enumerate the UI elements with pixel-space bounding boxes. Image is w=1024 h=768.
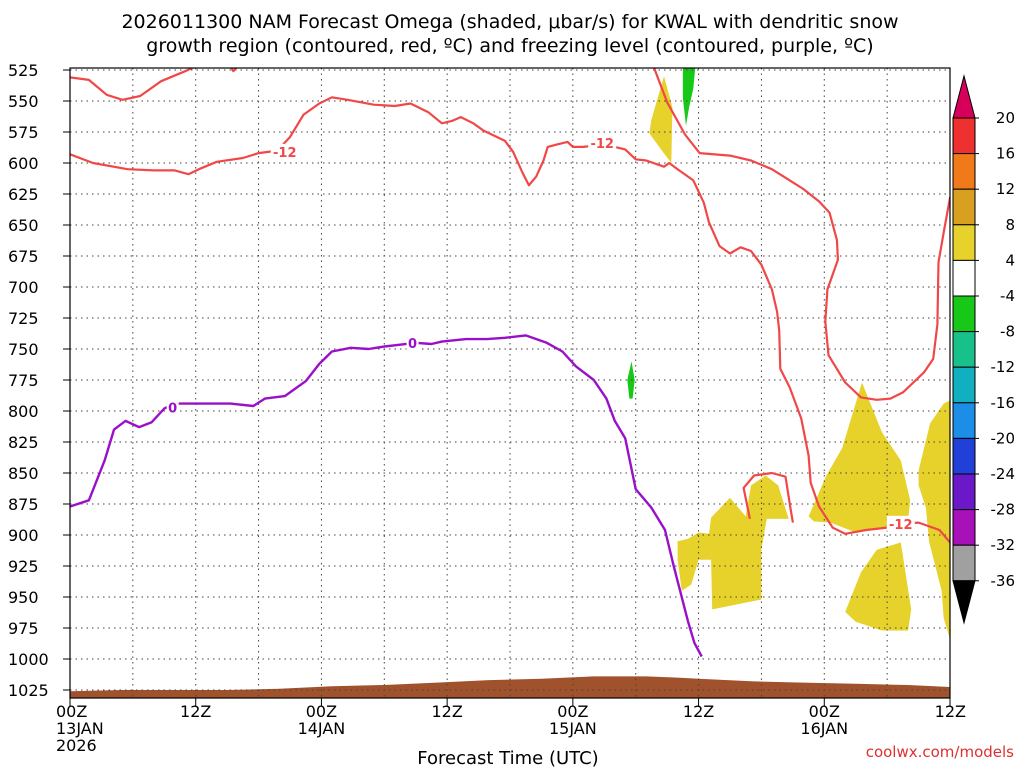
y-tick-label-850: 850 bbox=[8, 464, 39, 483]
x-tick-label: 00Z bbox=[306, 702, 337, 721]
omega-positive-area-4 bbox=[845, 542, 912, 631]
omega-positive-area-2 bbox=[677, 475, 789, 610]
x-tick-label: 14JAN bbox=[298, 719, 346, 738]
colorbar-box-8 bbox=[952, 366, 976, 404]
dgz-contour-top-blip bbox=[230, 68, 238, 73]
y-tick-label-725: 725 bbox=[8, 309, 39, 328]
dgz-contour-label-3: -12 bbox=[889, 518, 913, 533]
omega-shading-layer bbox=[627, 68, 950, 640]
colorbar-label--12: -12 bbox=[991, 358, 1016, 376]
colorbar-box-5 bbox=[952, 259, 976, 297]
x-tick-label: 2026 bbox=[56, 736, 97, 755]
colorbar-box-10 bbox=[952, 437, 976, 475]
x-tick-label: 12Z bbox=[431, 702, 462, 721]
dgz-contour-loop bbox=[652, 68, 950, 401]
x-tick-label: 13JAN bbox=[56, 719, 104, 738]
colorbar-label--32: -32 bbox=[991, 536, 1016, 554]
dgz-contour-upper bbox=[70, 68, 195, 101]
colorbar-label-8: 8 bbox=[1005, 216, 1015, 234]
grid-layer bbox=[70, 68, 950, 698]
y-tick-label-800: 800 bbox=[8, 402, 39, 421]
colorbar-box-7 bbox=[952, 331, 976, 368]
y-tick-label-675: 675 bbox=[8, 247, 39, 266]
colorbar-box-1 bbox=[952, 117, 976, 155]
colorbar-label--8: -8 bbox=[1000, 323, 1015, 341]
colorbar-box-9 bbox=[952, 402, 976, 439]
source-credit: coolwx.com/models bbox=[866, 743, 1014, 761]
dgz-contour-label-2: -12 bbox=[590, 137, 614, 152]
omega-positive-area-3 bbox=[808, 382, 911, 533]
dgz-contour-label-1: -12 bbox=[273, 146, 297, 161]
chart-title-line1: 2026011300 NAM Forecast Omega (shaded, μ… bbox=[121, 11, 898, 33]
x-tick-label: 12Z bbox=[683, 702, 714, 721]
x-tick-label: 15JAN bbox=[549, 719, 597, 738]
dgz-contour-hook bbox=[742, 471, 794, 523]
colorbar-label-16: 16 bbox=[996, 145, 1015, 163]
terrain-fill bbox=[70, 676, 950, 698]
y-tick-label-950: 950 bbox=[8, 588, 39, 607]
colorbar-box-6 bbox=[952, 295, 976, 333]
colorbar: 20 16 12 8 4 -4 -8 -12 -16 -20 -24 -28 -32 -36 bbox=[952, 74, 1016, 625]
colorbar-label--16: -16 bbox=[991, 394, 1016, 412]
dgz-label-bg bbox=[886, 515, 915, 531]
chart-title-line2: growth region (contoured, red, ºC) and f… bbox=[146, 35, 873, 57]
plot-frame bbox=[69, 67, 951, 699]
colorbar-label--36: -36 bbox=[991, 572, 1016, 590]
colorbar-label--24: -24 bbox=[991, 465, 1016, 483]
y-tick-label-625: 625 bbox=[8, 185, 39, 204]
colorbar-box-11 bbox=[952, 473, 976, 511]
x-tick-label: 00Z bbox=[56, 702, 87, 721]
colorbar-label-12: 12 bbox=[996, 180, 1015, 198]
dgz-label-bg bbox=[588, 135, 617, 151]
x-tick-label: 12Z bbox=[180, 702, 211, 721]
y-tick-label-575: 575 bbox=[8, 123, 39, 142]
freezing-contour-label-1: 0 bbox=[168, 401, 177, 416]
x-tick-label: 16JAN bbox=[800, 719, 848, 738]
colorbar-label--4: -4 bbox=[1000, 287, 1015, 305]
freezing-level-contour bbox=[70, 334, 703, 658]
y-tick-label-775: 775 bbox=[8, 371, 39, 390]
y-tick-label-975: 975 bbox=[8, 619, 39, 638]
colorbar-box-4 bbox=[952, 224, 976, 261]
colorbar-box-13 bbox=[952, 544, 976, 582]
x-tick-label: 12Z bbox=[935, 702, 966, 721]
colorbar-label-20: 20 bbox=[996, 109, 1015, 127]
omega-positive-area-1 bbox=[649, 76, 673, 163]
y-tick-label-550: 550 bbox=[8, 92, 39, 111]
dgz-label-bg bbox=[270, 143, 299, 159]
omega-negative-area-1 bbox=[682, 68, 696, 126]
x-tick-label: 00Z bbox=[557, 702, 588, 721]
colorbar-top-triangle bbox=[952, 74, 976, 119]
colorbar-box-2 bbox=[952, 153, 976, 190]
y-tick-label-750: 750 bbox=[8, 340, 39, 359]
freezing-label-bg bbox=[406, 334, 419, 350]
y-tick-label-1025: 1025 bbox=[8, 681, 49, 700]
colorbar-box-3 bbox=[952, 188, 976, 226]
plot-area: -12 -12 -12 0 0 bbox=[70, 68, 950, 698]
y-tick-label-1000: 1000 bbox=[8, 650, 49, 669]
colorbar-label--20: -20 bbox=[991, 429, 1016, 447]
colorbar-label--28: -28 bbox=[991, 501, 1016, 519]
y-tick-label-650: 650 bbox=[8, 216, 39, 235]
freezing-label-bg bbox=[166, 399, 179, 415]
terrain-layer bbox=[70, 676, 950, 698]
colorbar-label-4: 4 bbox=[1005, 251, 1015, 269]
colorbar-bottom-triangle bbox=[952, 580, 976, 625]
y-tick-label-600: 600 bbox=[8, 154, 39, 173]
y-tick-label-925: 925 bbox=[8, 557, 39, 576]
omega-positive-area-5 bbox=[918, 400, 950, 640]
y-tick-label-525: 525 bbox=[8, 61, 39, 80]
x-axis-label: Forecast Time (UTC) bbox=[417, 748, 598, 768]
y-tick-label-700: 700 bbox=[8, 278, 39, 297]
y-tick-label-825: 825 bbox=[8, 433, 39, 452]
y-tick-label-900: 900 bbox=[8, 526, 39, 545]
x-tick-label: 00Z bbox=[809, 702, 840, 721]
colorbar-box-12 bbox=[952, 509, 976, 546]
contour-label-layer: -12 -12 -12 0 0 bbox=[166, 135, 915, 533]
y-axis: 525 550 575 600 625 650 675 700 725 750 775 800 825 8… bbox=[8, 61, 70, 700]
y-tick-label-875: 875 bbox=[8, 495, 39, 514]
freezing-contour-label-2: 0 bbox=[408, 337, 417, 352]
